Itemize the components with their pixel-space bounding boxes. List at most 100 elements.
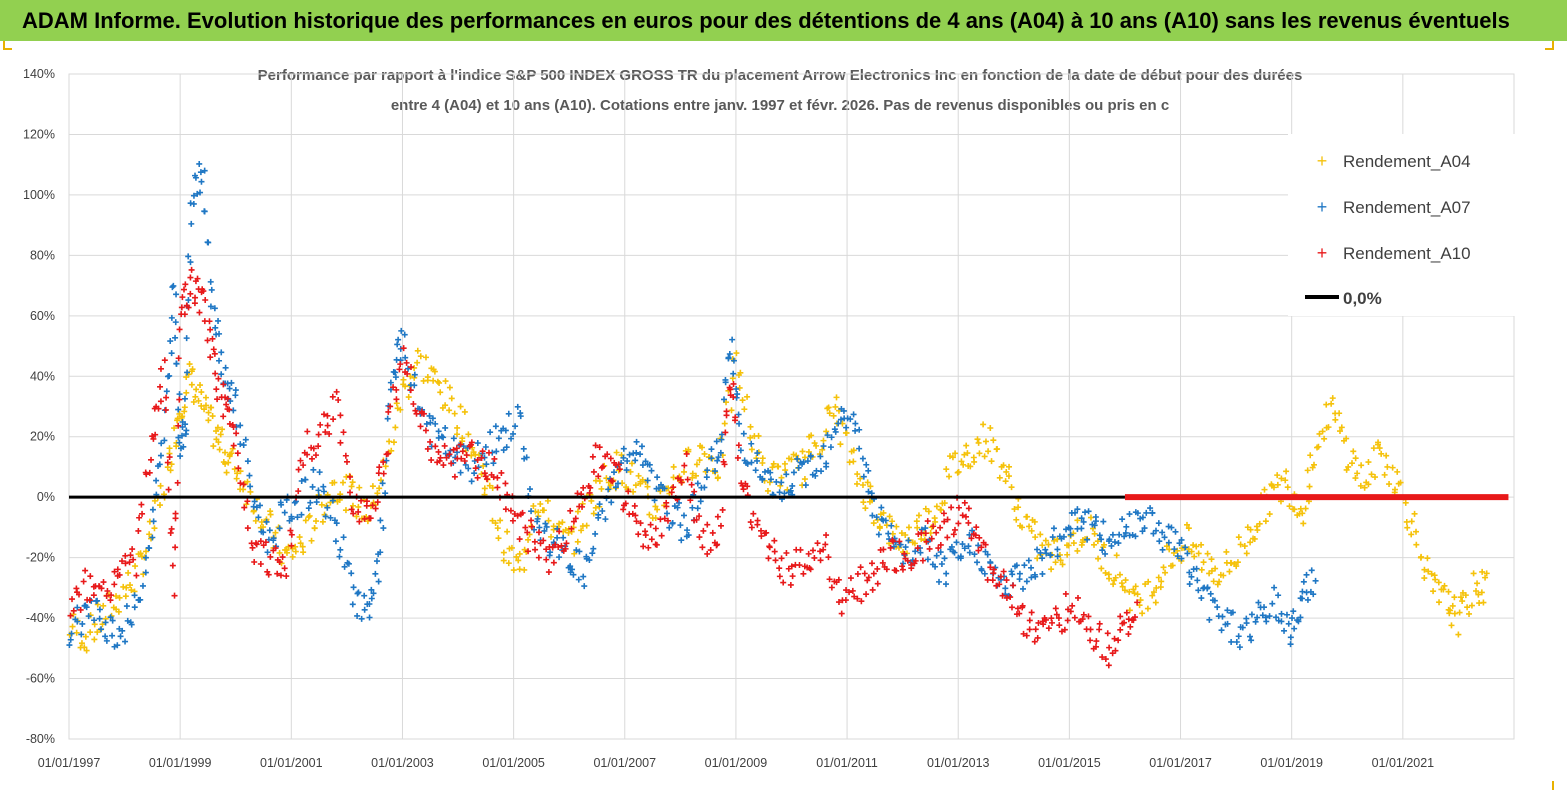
data-point — [424, 445, 431, 452]
data-point — [783, 471, 790, 478]
data-point — [1456, 609, 1463, 616]
data-point — [302, 517, 309, 524]
data-point — [969, 527, 976, 534]
data-point — [98, 585, 105, 592]
data-point — [985, 448, 992, 455]
data-point — [1034, 546, 1041, 553]
data-point — [843, 424, 850, 431]
data-point — [1191, 553, 1198, 560]
data-point — [78, 640, 85, 647]
data-point — [1418, 553, 1425, 560]
data-point — [843, 430, 850, 437]
data-point — [707, 547, 714, 554]
data-point — [951, 526, 958, 533]
data-point — [295, 488, 302, 495]
data-point — [222, 460, 229, 467]
legend-label-zero: 0,0% — [1343, 289, 1382, 308]
data-point — [517, 413, 524, 420]
data-point — [244, 498, 251, 505]
data-point — [220, 381, 227, 388]
data-point — [166, 372, 173, 379]
data-point — [417, 423, 424, 430]
data-point — [210, 346, 217, 353]
data-point — [1060, 533, 1067, 540]
data-point — [175, 406, 182, 413]
legend-label-a04: Rendement_A04 — [1343, 152, 1471, 171]
x-tick-label: 01/01/2005 — [482, 756, 545, 770]
data-point — [1274, 472, 1281, 479]
data-point — [685, 532, 692, 539]
data-point — [305, 514, 312, 521]
data-point — [1457, 594, 1464, 601]
data-point — [281, 509, 288, 516]
data-point — [801, 476, 808, 483]
data-point — [1361, 484, 1368, 491]
data-point — [778, 479, 785, 486]
data-point — [1216, 578, 1223, 585]
data-point — [949, 454, 956, 461]
data-point — [586, 489, 593, 496]
data-point — [224, 395, 231, 402]
data-point — [868, 490, 875, 497]
data-point — [694, 505, 701, 512]
data-point — [220, 413, 227, 420]
data-point — [424, 374, 431, 381]
data-point — [384, 415, 391, 422]
data-point — [219, 426, 226, 433]
data-point — [1247, 539, 1254, 546]
data-point — [689, 504, 696, 511]
data-point — [657, 488, 664, 495]
data-point — [267, 553, 274, 560]
data-point — [873, 514, 880, 521]
data-point — [91, 636, 98, 643]
data-point — [562, 545, 569, 552]
data-point — [833, 394, 840, 401]
data-point — [531, 538, 538, 545]
data-point — [176, 391, 183, 398]
data-point — [573, 547, 580, 554]
data-point — [1273, 614, 1280, 621]
data-point — [161, 437, 168, 444]
data-point — [847, 575, 854, 582]
data-point — [196, 160, 203, 167]
data-point — [1174, 553, 1181, 560]
data-point — [1186, 569, 1193, 576]
data-point — [725, 354, 732, 361]
y-tick-label: -40% — [26, 611, 55, 625]
data-point — [883, 566, 890, 573]
data-point — [350, 510, 357, 517]
data-point — [1302, 505, 1309, 512]
data-point — [232, 387, 239, 394]
data-point — [859, 455, 866, 462]
data-point — [827, 444, 834, 451]
data-point — [1087, 626, 1094, 633]
data-point — [615, 461, 622, 468]
data-point — [589, 550, 596, 557]
data-point — [563, 540, 570, 547]
legend-item-zero: 0,0% — [1305, 289, 1382, 308]
data-point — [959, 541, 966, 548]
data-point — [747, 423, 754, 430]
data-point — [652, 515, 659, 522]
data-point — [1218, 627, 1225, 634]
data-point — [504, 528, 511, 535]
data-point — [1193, 543, 1200, 550]
data-point — [859, 482, 866, 489]
x-tick-label: 01/01/2007 — [593, 756, 656, 770]
data-point — [422, 427, 429, 434]
data-point — [347, 489, 354, 496]
data-point — [122, 593, 129, 600]
data-point — [1421, 566, 1428, 573]
data-point — [1312, 577, 1319, 584]
data-point — [683, 450, 690, 457]
data-point — [971, 551, 978, 558]
data-point — [1139, 528, 1146, 535]
data-point — [1092, 643, 1099, 650]
data-point — [281, 565, 288, 572]
data-point — [392, 424, 399, 431]
data-point — [647, 521, 654, 528]
data-point — [407, 387, 414, 394]
data-point — [924, 518, 931, 525]
data-point — [847, 416, 854, 423]
data-point — [1065, 542, 1072, 549]
